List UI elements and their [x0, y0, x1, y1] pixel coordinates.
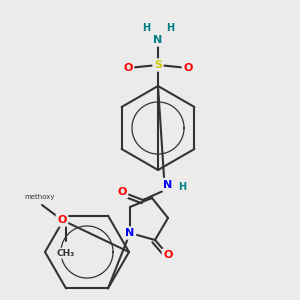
- Text: H: H: [178, 182, 186, 192]
- Text: O: O: [123, 63, 133, 73]
- Text: N: N: [153, 35, 163, 45]
- Text: O: O: [163, 250, 173, 260]
- Text: O: O: [57, 215, 67, 225]
- Text: O: O: [117, 187, 127, 197]
- Text: methoxy: methoxy: [25, 194, 55, 200]
- Text: H: H: [142, 23, 150, 33]
- Text: O: O: [183, 63, 193, 73]
- Text: CH₃: CH₃: [57, 249, 75, 258]
- Text: N: N: [125, 228, 135, 238]
- Text: H: H: [166, 23, 174, 33]
- Text: N: N: [164, 180, 172, 190]
- Text: S: S: [154, 60, 162, 70]
